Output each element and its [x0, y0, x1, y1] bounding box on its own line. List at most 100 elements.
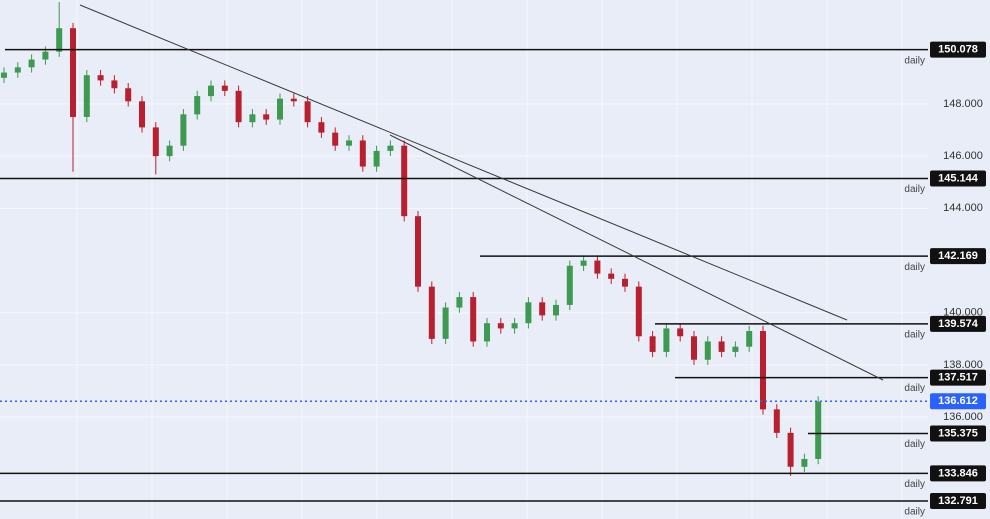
candle-body — [484, 323, 490, 342]
candle-body — [359, 140, 366, 167]
level-label-box — [930, 425, 986, 442]
level-label: 133.846 — [938, 467, 978, 479]
candle-body — [580, 260, 587, 266]
candle-body — [608, 273, 615, 279]
level-label-box — [930, 41, 986, 58]
level-tag: daily — [904, 330, 925, 341]
y-tick-label: 138.000 — [943, 359, 983, 371]
candle-body — [801, 458, 808, 467]
level-label-box — [930, 369, 986, 386]
candle-body — [373, 150, 380, 167]
candle-body — [760, 331, 766, 410]
level-label-box — [930, 248, 986, 265]
candle-body — [787, 432, 794, 467]
candle-body — [152, 127, 159, 157]
plot: daily daily daily daily daily daily daily daily — [0, 2, 928, 518]
level-label: 137.517 — [938, 371, 978, 383]
candle-body — [125, 88, 132, 102]
level-label: 139.574 — [938, 318, 979, 330]
candle-body — [28, 59, 35, 68]
candle-body — [497, 323, 504, 329]
level-label-box — [930, 170, 986, 187]
candle-body — [42, 51, 49, 60]
candle-body — [553, 304, 559, 316]
candle-body — [83, 75, 90, 117]
candle-body — [401, 145, 408, 217]
candle-body — [97, 75, 104, 81]
candle-body — [277, 98, 283, 120]
level-tag: daily — [904, 383, 925, 394]
candle-body — [56, 28, 63, 52]
grid — [0, 0, 928, 519]
candle-body — [304, 101, 311, 123]
candle-body — [594, 260, 601, 274]
level-label: 150.078 — [938, 44, 978, 56]
level-tag: daily — [904, 55, 925, 66]
candle-body — [773, 409, 780, 433]
candle-body — [263, 114, 270, 120]
level-label: 142.169 — [938, 250, 978, 262]
candle-body — [111, 80, 118, 89]
candle-body — [194, 96, 201, 115]
candle-body — [691, 336, 697, 360]
candle-body — [677, 328, 684, 337]
level-tag: daily — [904, 262, 925, 273]
level-label: 135.375 — [938, 427, 978, 439]
candle-body — [470, 297, 477, 342]
candle-body — [166, 145, 173, 157]
last-price-label: 136.612 — [938, 395, 978, 407]
trend-line — [79, 4, 848, 321]
candle-body — [70, 28, 76, 117]
y-tick-label: 144.000 — [943, 202, 983, 214]
candle-body — [635, 286, 642, 337]
y-tick-label: 148.000 — [943, 98, 983, 110]
price-axis: 148.000 146.000 144.000 140.000 138.000 136.0… — [930, 41, 986, 509]
trend-line — [389, 134, 884, 381]
level-tag: daily — [904, 439, 925, 450]
candle-body — [221, 85, 228, 91]
candle-body — [235, 90, 242, 123]
level-label-box — [930, 492, 986, 509]
candle-body — [663, 328, 670, 352]
candle-body — [290, 98, 297, 102]
candle-body — [622, 278, 628, 287]
candle-body — [442, 307, 449, 339]
y-tick-label: 140.000 — [943, 307, 983, 319]
candle-body — [387, 145, 394, 151]
candle-body — [456, 297, 463, 308]
candle-body — [346, 140, 352, 146]
level-label: 132.791 — [938, 495, 978, 507]
candle-body — [249, 114, 256, 123]
level-tag: daily — [904, 507, 925, 518]
y-tick-label: 136.000 — [943, 411, 983, 423]
candle-body — [732, 346, 739, 352]
candle-body — [428, 286, 435, 339]
candle-body — [525, 302, 532, 324]
level-label-box — [930, 315, 986, 332]
level-label: 145.144 — [938, 172, 979, 184]
candle-body — [704, 341, 711, 360]
candle-body — [415, 216, 421, 287]
candle-body — [180, 114, 187, 146]
candle-body — [539, 302, 546, 316]
y-tick-label: 146.000 — [943, 150, 983, 162]
candle-body — [332, 132, 339, 146]
candle-body — [815, 401, 822, 459]
candle-body — [1, 72, 7, 78]
candle-body — [14, 67, 21, 73]
level-tag: daily — [904, 184, 925, 195]
level-label-box — [930, 465, 986, 482]
candle-body — [746, 331, 753, 347]
candle-body — [139, 101, 145, 128]
candle-body — [318, 122, 325, 133]
candle-body — [511, 323, 518, 329]
candle-body — [649, 336, 656, 352]
level-tag: daily — [904, 479, 925, 490]
candle-body — [208, 85, 214, 97]
candle-body — [718, 341, 725, 352]
last-price-box — [930, 393, 986, 410]
candle-body — [566, 265, 573, 305]
